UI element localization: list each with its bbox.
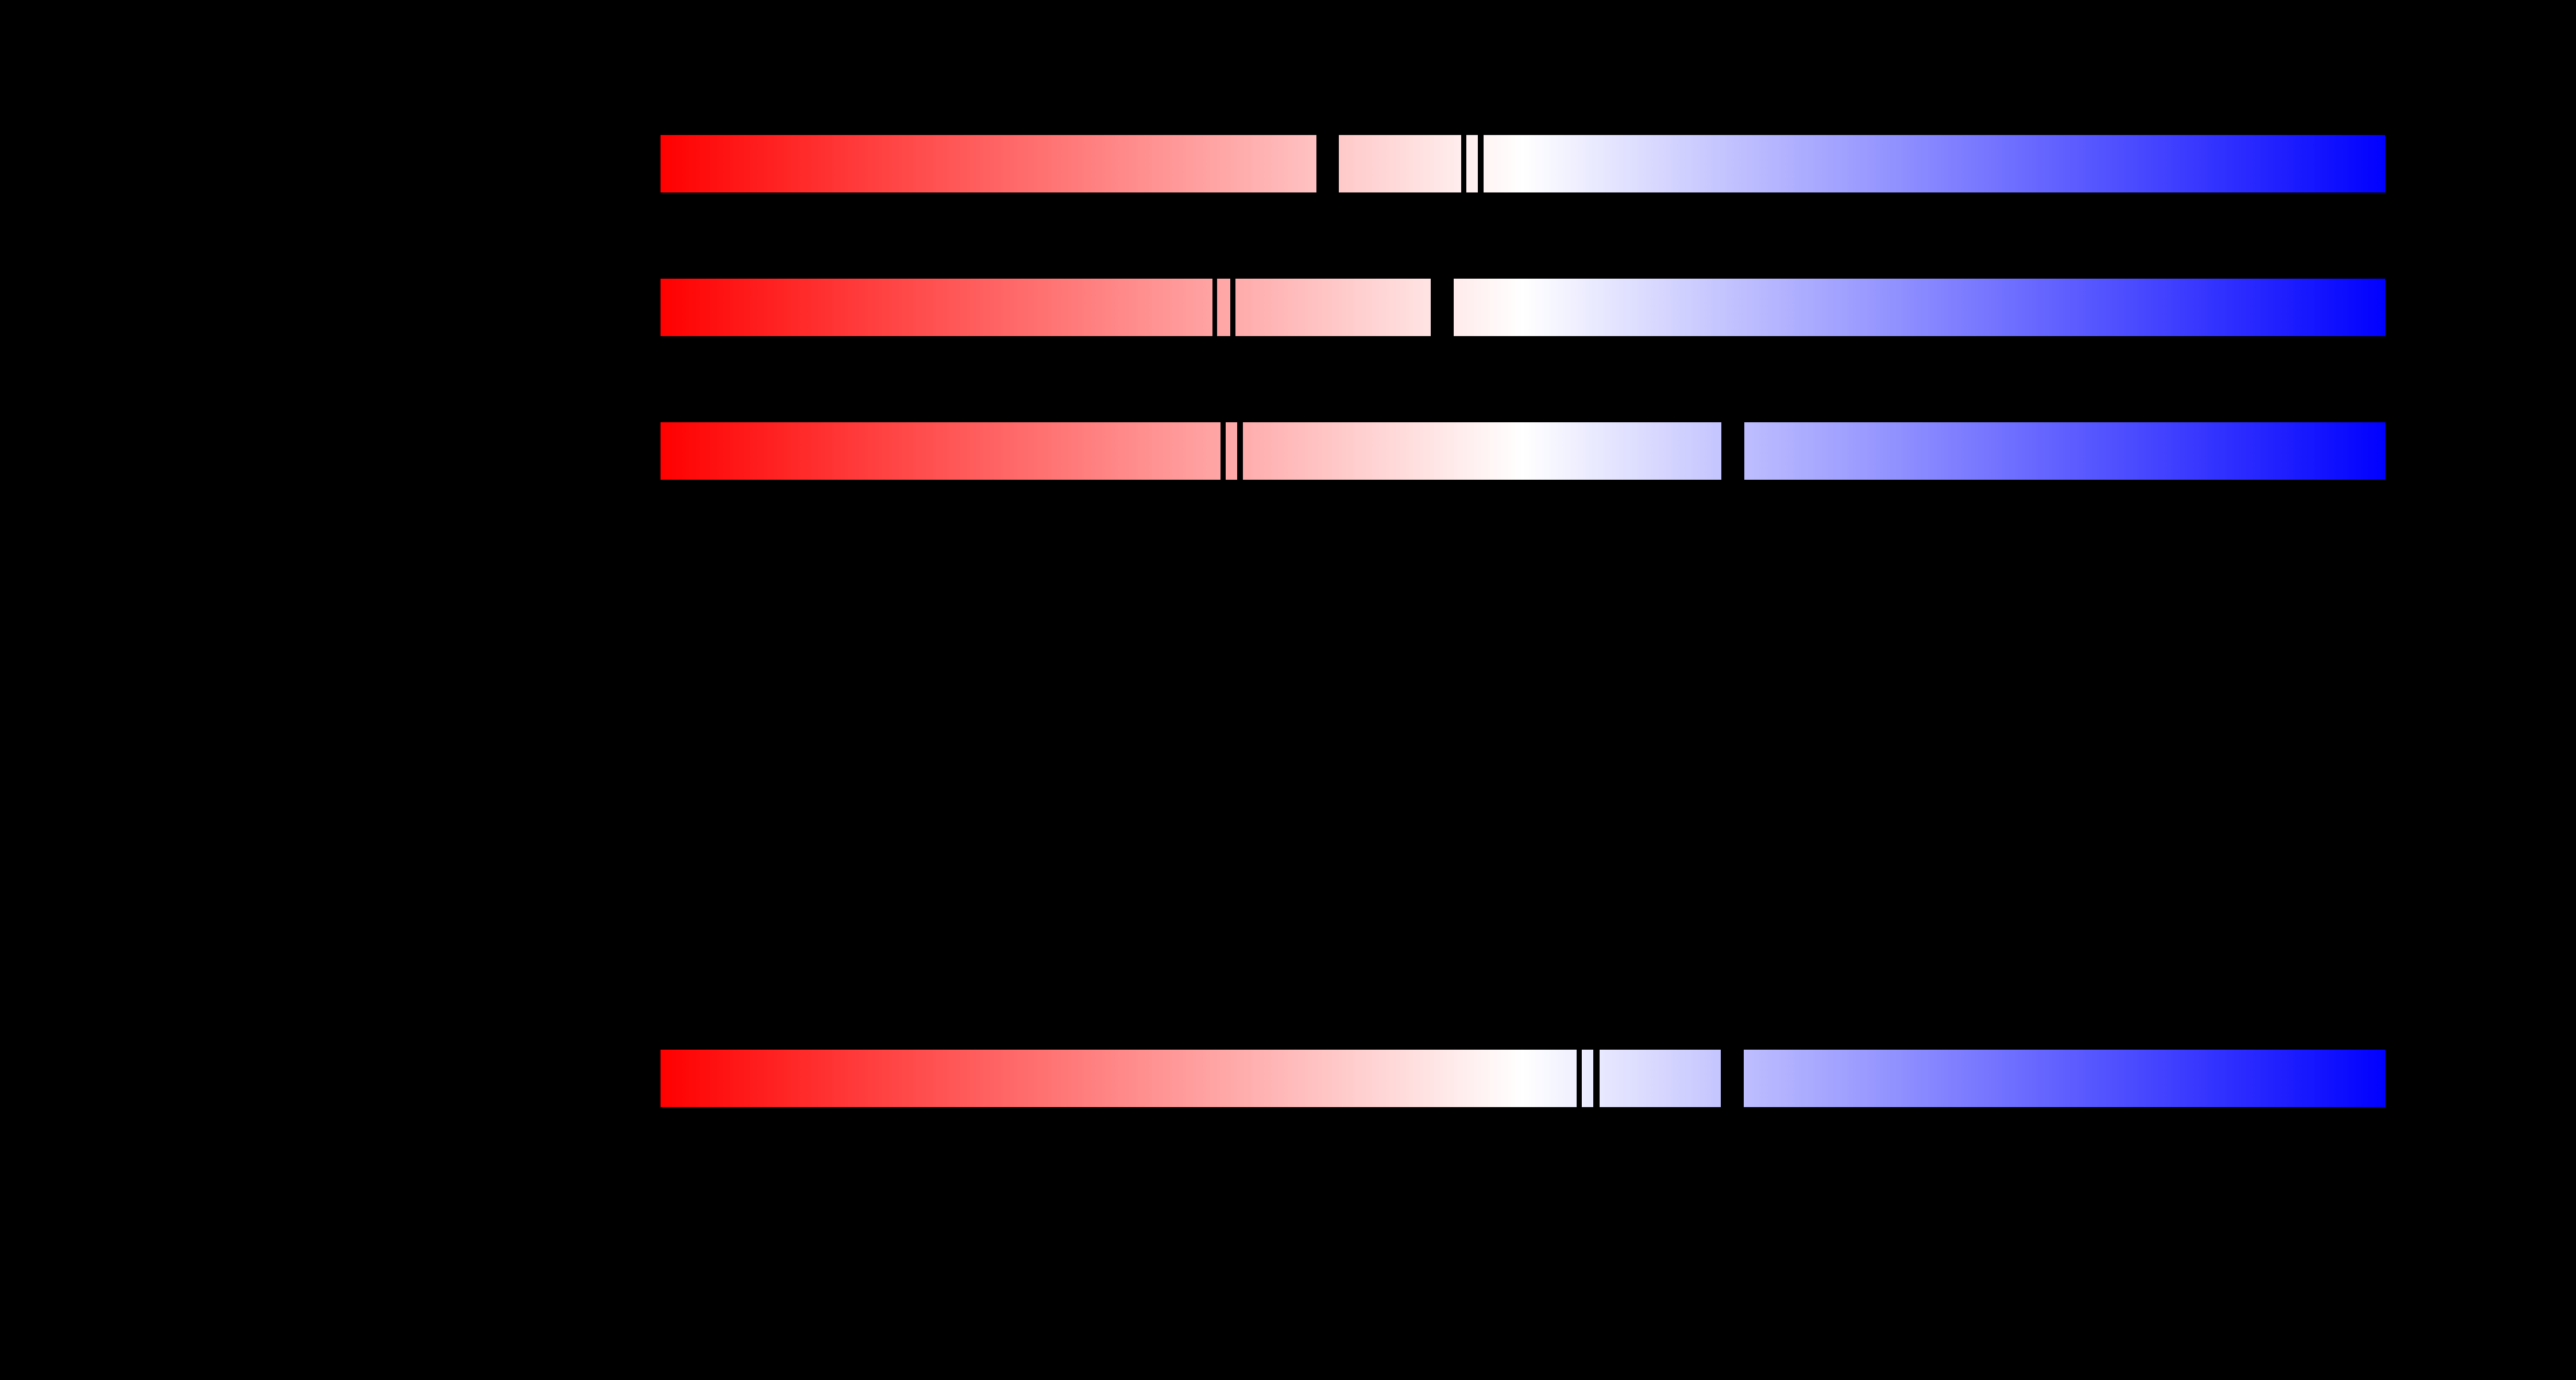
thin-marker	[1577, 1050, 1582, 1107]
gradient-scale-bar-2	[661, 279, 2385, 336]
thin-marker	[1212, 279, 1217, 336]
gradient-scale-bar-4	[661, 1050, 2385, 1107]
thin-marker	[1230, 279, 1235, 336]
thick-marker	[1431, 279, 1454, 336]
gradient-scale-bar-3	[661, 422, 2385, 480]
thin-marker	[1221, 422, 1226, 480]
gradient-scale-bar-1	[661, 135, 2385, 192]
thin-marker	[1593, 1050, 1600, 1107]
thin-marker	[1478, 135, 1484, 192]
thick-marker	[1721, 422, 1744, 480]
thin-marker	[1461, 135, 1466, 192]
thick-marker	[1721, 1050, 1744, 1107]
thin-marker	[1237, 422, 1243, 480]
thick-marker	[1316, 135, 1339, 192]
